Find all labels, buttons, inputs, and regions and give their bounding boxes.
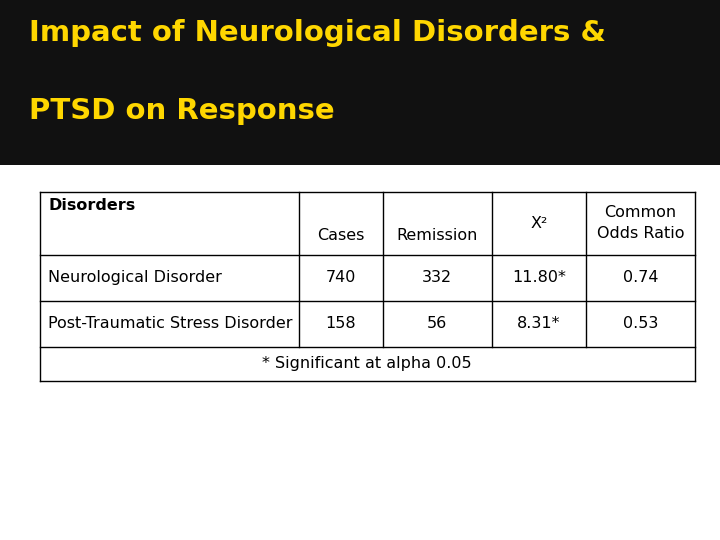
- Text: 0.53: 0.53: [623, 316, 658, 332]
- Text: Common
Odds Ratio: Common Odds Ratio: [597, 205, 684, 241]
- Text: Neurological Disorder: Neurological Disorder: [48, 271, 222, 285]
- Text: X²: X²: [530, 215, 547, 231]
- Text: Impact of Neurological Disorders &: Impact of Neurological Disorders &: [29, 19, 606, 47]
- Text: Remission: Remission: [397, 228, 478, 244]
- Text: 332: 332: [422, 271, 452, 285]
- Text: Post-Traumatic Stress Disorder: Post-Traumatic Stress Disorder: [48, 316, 293, 332]
- Text: 740: 740: [325, 271, 356, 285]
- Text: 11.80*: 11.80*: [512, 271, 566, 285]
- Text: * Significant at alpha 0.05: * Significant at alpha 0.05: [262, 356, 472, 372]
- Text: 8.31*: 8.31*: [517, 316, 561, 332]
- Text: Disorders: Disorders: [48, 198, 135, 213]
- Text: Cases: Cases: [318, 228, 364, 244]
- Text: PTSD on Response: PTSD on Response: [29, 97, 334, 125]
- Text: 158: 158: [325, 316, 356, 332]
- Text: 56: 56: [427, 316, 447, 332]
- Text: 0.74: 0.74: [623, 271, 658, 285]
